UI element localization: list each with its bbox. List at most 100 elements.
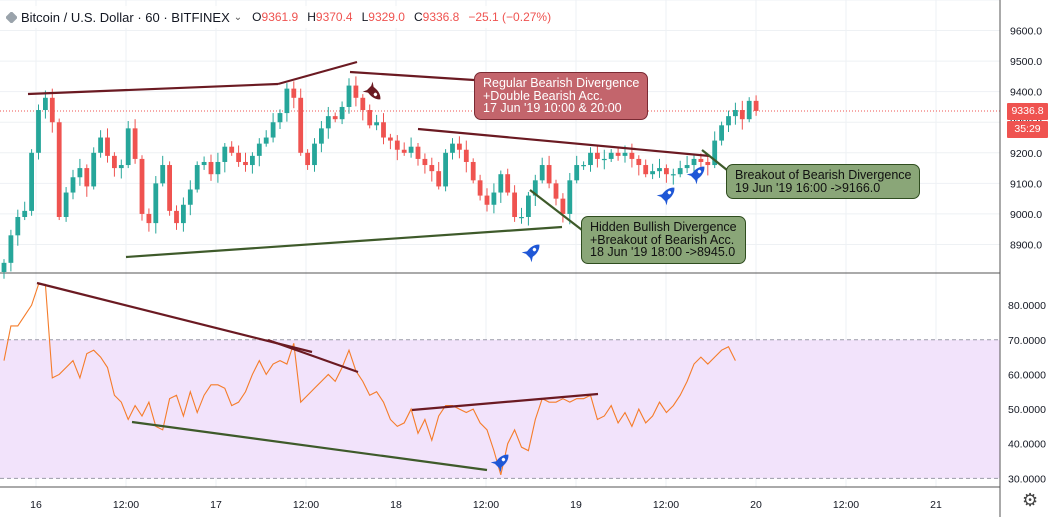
candle xyxy=(705,154,711,176)
candle xyxy=(229,141,235,156)
rocket-up-icon xyxy=(521,244,540,263)
candle xyxy=(360,94,366,121)
candle xyxy=(567,172,573,225)
candle xyxy=(22,201,28,221)
gear-icon[interactable]: ⚙ xyxy=(1022,490,1039,510)
candle xyxy=(63,187,69,222)
rocket-up-icon xyxy=(656,187,675,206)
candle xyxy=(657,158,662,178)
rsi-level-lines xyxy=(0,339,1000,479)
candle xyxy=(415,143,421,166)
candle xyxy=(650,163,655,180)
time-axis-label: 20 xyxy=(750,499,762,511)
candle xyxy=(643,159,649,178)
time-axis-label: 12:00 xyxy=(113,499,139,511)
rocket-up-icon xyxy=(490,454,509,473)
ohlc-close: C9336.8 xyxy=(413,10,460,24)
candle xyxy=(305,149,310,170)
trendline-rsi-support xyxy=(131,420,488,472)
candle xyxy=(256,138,262,167)
time-axis-label: 18 xyxy=(390,499,402,511)
candle xyxy=(353,76,359,107)
price-axis-label: 9400.0 xyxy=(1010,87,1042,99)
candle xyxy=(43,90,48,119)
candle xyxy=(84,164,90,197)
price-axis-label: 9600.0 xyxy=(1010,26,1042,38)
ohlc-high: H9370.4 xyxy=(307,10,353,24)
candle xyxy=(132,119,138,164)
candle xyxy=(739,100,745,130)
ohlc-open: O9361.9 xyxy=(252,10,299,24)
candle xyxy=(457,136,462,159)
candle xyxy=(505,168,511,196)
symbol-title[interactable]: Bitcoin / U.S. Dollar · 60 · BITFINEX xyxy=(21,9,230,25)
candle xyxy=(201,156,207,170)
candle xyxy=(526,191,531,226)
candle xyxy=(8,229,14,272)
candle xyxy=(712,131,718,169)
candle xyxy=(746,97,752,123)
candle xyxy=(332,112,338,123)
candle xyxy=(498,170,504,203)
annotation-pointer-bearish xyxy=(349,70,475,82)
candle xyxy=(477,174,483,201)
last-price-tag: 9336.8 xyxy=(1007,103,1048,120)
candle xyxy=(381,113,386,145)
annotation-regular-bearish-divergence[interactable]: Regular Bearish Divergence +Double Beari… xyxy=(474,72,649,120)
candle xyxy=(470,158,476,184)
candle xyxy=(181,197,186,232)
candle xyxy=(677,160,683,178)
trendline-support xyxy=(125,225,563,259)
candle xyxy=(401,142,407,156)
annotation-breakout-bearish-divergence[interactable]: Breakout of Bearish Divergence 19 Jun '1… xyxy=(726,164,921,199)
candle xyxy=(574,155,580,184)
chevron-down-icon[interactable]: ⌄ xyxy=(233,11,243,23)
candle xyxy=(118,159,124,179)
time-axis-label: 12:00 xyxy=(293,499,319,511)
candle xyxy=(160,155,166,187)
candle xyxy=(733,102,738,125)
rsi-axis-label: 60.0000 xyxy=(1008,369,1046,381)
candle xyxy=(15,209,21,246)
candle xyxy=(532,174,538,206)
bitcoin-icon xyxy=(6,11,17,23)
candle xyxy=(187,180,193,216)
candle xyxy=(112,152,117,177)
candle xyxy=(374,114,379,131)
candle xyxy=(291,81,297,109)
candle xyxy=(615,147,621,161)
candlestick-series xyxy=(1,76,759,279)
candle xyxy=(153,176,159,234)
candle xyxy=(581,161,586,170)
candle xyxy=(339,101,345,125)
price-axis-label: 8900.0 xyxy=(1010,239,1042,251)
candle xyxy=(139,155,145,221)
candle xyxy=(56,118,62,221)
candle xyxy=(560,193,566,223)
candle xyxy=(463,140,469,173)
candle xyxy=(367,104,373,129)
candle xyxy=(553,179,559,206)
rsi-axis-label: 40.0000 xyxy=(1008,439,1046,451)
candle xyxy=(388,133,393,150)
candle xyxy=(236,145,241,167)
candle xyxy=(125,121,131,169)
time-axis-label: 12:00 xyxy=(473,499,499,511)
time-axis-label: 19 xyxy=(570,499,582,511)
candle xyxy=(664,164,669,183)
candle xyxy=(70,169,76,200)
candle xyxy=(512,185,517,222)
annotation-hidden-bullish-divergence[interactable]: Hidden Bullish Divergence +Breakout of B… xyxy=(581,216,746,264)
symbol-header[interactable]: Bitcoin / U.S. Dollar · 60 · BITFINEX ⌄ … xyxy=(6,6,567,28)
candle xyxy=(601,149,607,170)
candle-countdown-tag: 35:29 xyxy=(1007,121,1048,138)
candle xyxy=(298,88,304,156)
candle xyxy=(319,121,324,153)
candle xyxy=(284,83,290,122)
candle xyxy=(346,78,352,114)
rsi-line xyxy=(3,283,736,476)
candle xyxy=(312,138,317,172)
candle xyxy=(167,161,172,216)
candle xyxy=(91,147,97,190)
